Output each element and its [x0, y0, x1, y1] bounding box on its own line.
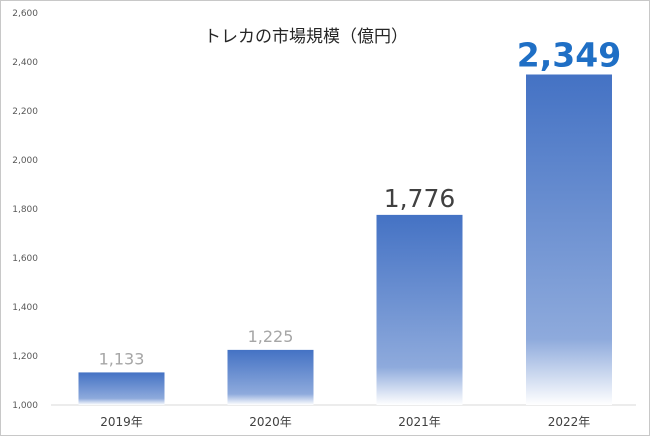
y-tick-label: 2,600: [12, 9, 38, 19]
y-tick-label: 1,000: [12, 401, 38, 411]
bar-2020: [227, 349, 314, 405]
x-tick-label: 2022年: [548, 415, 591, 429]
x-tick-label: 2019年: [100, 415, 143, 429]
bar-2019: [78, 372, 165, 405]
bar-2021: [376, 214, 463, 405]
bar-2022: [526, 74, 612, 406]
y-tick-label: 1,200: [12, 352, 38, 362]
value-label: 1,776: [384, 184, 456, 213]
y-tick-label: 1,800: [12, 205, 38, 215]
y-tick-label: 2,400: [12, 58, 38, 68]
value-labels: 1,133 1,225 1,776 2,349: [99, 35, 622, 368]
x-axis: 2019年 2020年 2021年 2022年: [100, 415, 590, 429]
x-tick-label: 2021年: [398, 415, 441, 429]
value-label: 1,225: [248, 327, 294, 346]
y-tick-label: 1,600: [12, 254, 38, 264]
chart-title: トレカの市場規模（億円）: [204, 27, 408, 47]
y-tick-label: 2,200: [12, 107, 38, 117]
bars: [78, 74, 612, 406]
value-label: 1,133: [99, 349, 145, 368]
x-tick-label: 2020年: [249, 415, 292, 429]
y-axis: 1,000 1,200 1,400 1,600 1,800 2,000 2,200 2,400…: [12, 9, 38, 411]
y-tick-label: 2,000: [12, 156, 38, 166]
y-tick-label: 1,400: [12, 303, 38, 313]
value-label: 2,349: [517, 35, 621, 74]
